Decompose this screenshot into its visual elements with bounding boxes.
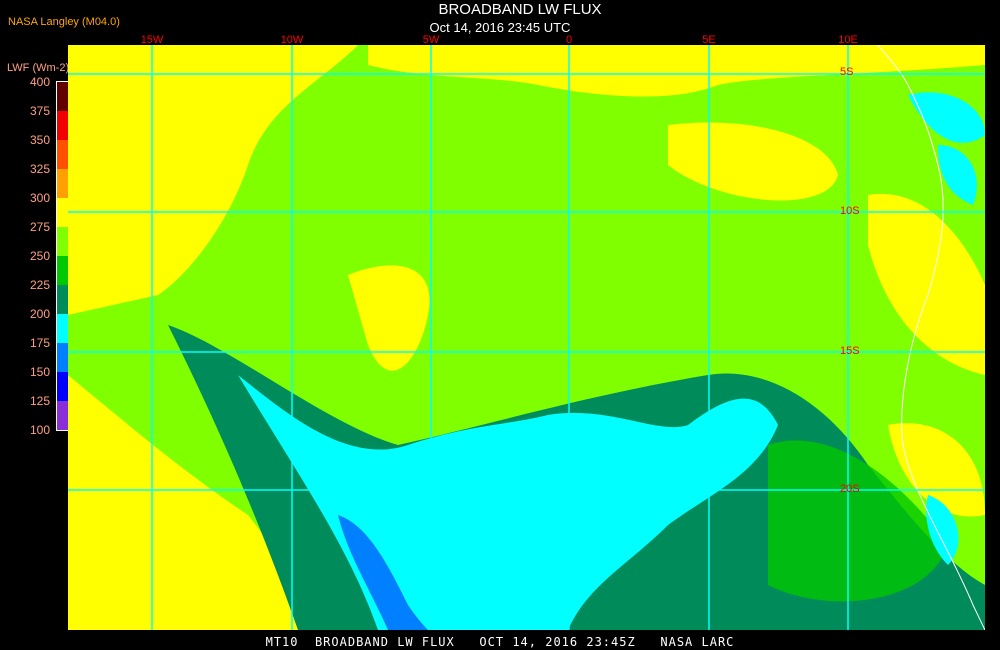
flux-imagery bbox=[68, 45, 985, 630]
legend-tick: 350 bbox=[29, 133, 50, 147]
latitude-label: 20S bbox=[840, 483, 860, 495]
coastal-cold-regions bbox=[908, 92, 985, 565]
longitude-label: 5W bbox=[422, 34, 440, 46]
legend-tick: 275 bbox=[29, 220, 50, 234]
longitude-label: 5E bbox=[702, 34, 716, 46]
legend-tick: 150 bbox=[29, 365, 50, 379]
high-flux-regions bbox=[68, 45, 985, 630]
longitude-label: 10W bbox=[280, 34, 304, 46]
latitude-label: 10S bbox=[840, 205, 860, 217]
latitude-label: 15S bbox=[840, 345, 860, 357]
mid-flux-band bbox=[768, 440, 948, 602]
latitude-label: 5S bbox=[840, 66, 854, 78]
map-title: BROADBAND LW FLUX bbox=[438, 1, 602, 18]
legend-tick: 300 bbox=[29, 191, 50, 205]
legend-tick: 225 bbox=[29, 278, 50, 292]
legend-tick: 175 bbox=[29, 336, 50, 350]
legend-tick: 100 bbox=[29, 423, 50, 437]
legend-tick: 375 bbox=[29, 104, 50, 118]
map-timestamp: Oct 14, 2016 23:45 UTC bbox=[429, 20, 571, 35]
coldest-cloud-regions bbox=[338, 515, 428, 630]
longitude-label: 0 bbox=[565, 34, 573, 46]
legend-tick: 325 bbox=[29, 162, 50, 176]
legend-tick: 400 bbox=[29, 75, 50, 89]
footer-caption: MT10 BROADBAND LW FLUX OCT 14, 2016 23:4… bbox=[265, 635, 735, 649]
legend-tick: 200 bbox=[29, 307, 50, 321]
organization-label: NASA Langley (M04.0) bbox=[8, 16, 120, 28]
gridlines bbox=[68, 45, 985, 630]
legend-tick: 250 bbox=[29, 249, 50, 263]
longitude-label: 15W bbox=[140, 34, 164, 46]
longitude-label: 10E bbox=[838, 34, 858, 46]
legend-tick: 125 bbox=[29, 394, 50, 408]
legend-unit: LWF (Wm-2) bbox=[7, 62, 70, 74]
